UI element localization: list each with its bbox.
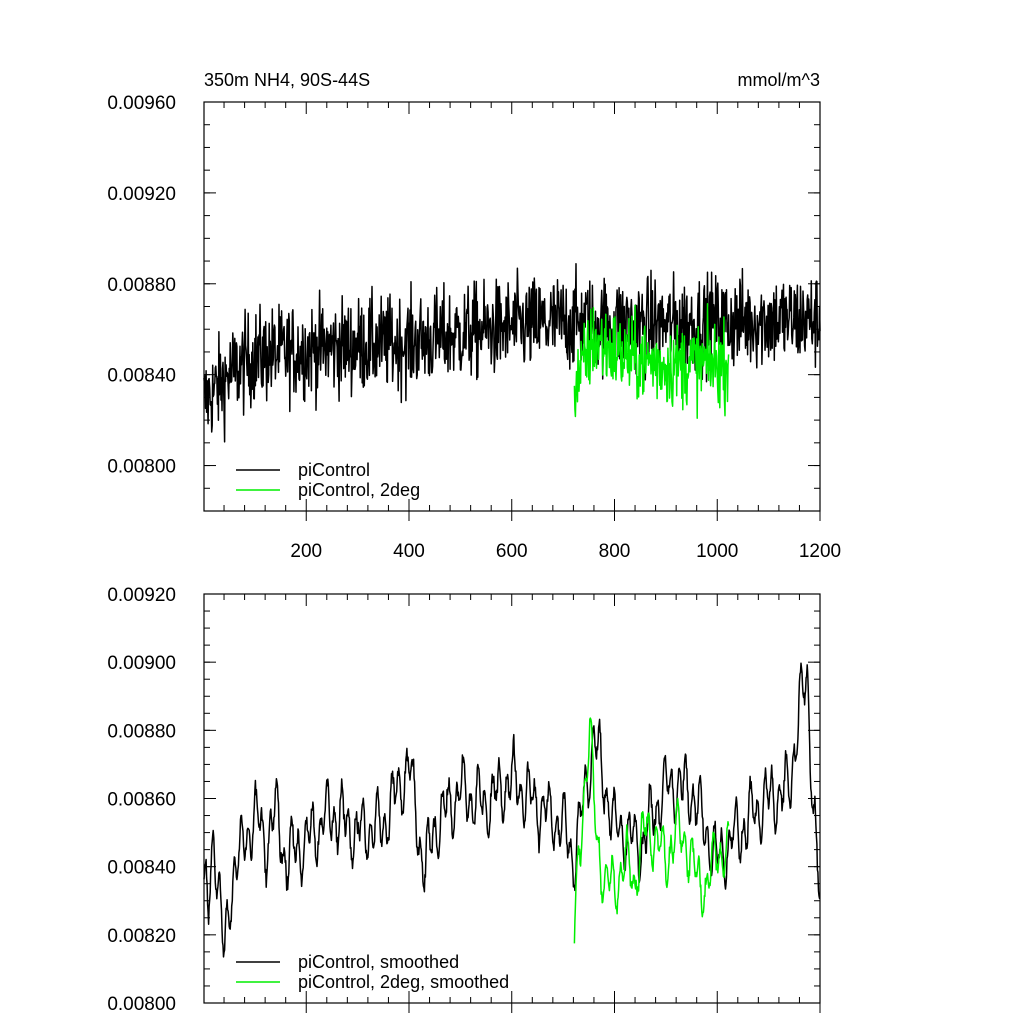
y-tick-label: 0.00900 <box>107 653 176 674</box>
x-tick-label: 800 <box>599 541 631 562</box>
series-line-picontrol-smoothed <box>203 662 821 958</box>
bottom-axis-ticks: 0.00800 0.00820 0.00840 0.00860 0.00880 0.009… <box>107 585 821 1015</box>
x-tick-label: 1200 <box>799 541 841 562</box>
y-tick-label: 0.00800 <box>107 994 176 1015</box>
legend-label-picontrol-smoothed: piControl, smoothed <box>298 952 459 972</box>
x-tick-label: 600 <box>496 541 528 562</box>
y-tick-label: 0.00860 <box>107 790 176 811</box>
top-series-lines <box>203 263 821 443</box>
bottom-chart-panel: 0.00800 0.00820 0.00840 0.00860 0.00880 0.009… <box>107 585 821 1015</box>
units-label: mmol/m^3 <box>738 70 820 90</box>
top-legend: piControl piControl, 2deg <box>236 460 420 500</box>
y-tick-label: 0.00800 <box>107 457 176 478</box>
bottom-legend: piControl, smoothed piControl, 2deg, smo… <box>236 952 509 992</box>
y-tick-label: 0.00820 <box>107 926 176 947</box>
top-plot-frame <box>203 101 821 512</box>
series-line-picontrol-2deg <box>573 302 730 420</box>
legend-label-picontrol: piControl <box>298 460 370 480</box>
series-line-picontrol <box>203 263 821 443</box>
bottom-plot-frame <box>203 593 821 1004</box>
x-tick-label: 200 <box>290 541 322 562</box>
bottom-series-lines <box>203 662 821 958</box>
top-chart-panel: 350m NH4, 90S-44S mmol/m^3 0.00800 0.0084… <box>107 70 841 562</box>
y-tick-label: 0.00840 <box>107 858 176 879</box>
chart-title: 350m NH4, 90S-44S <box>204 70 370 90</box>
y-tick-label: 0.00920 <box>107 184 176 205</box>
y-tick-label: 0.00880 <box>107 721 176 742</box>
y-tick-label: 0.00840 <box>107 366 176 387</box>
series-line-picontrol-2deg-smoothed <box>573 717 730 944</box>
top-axis-ticks: 0.00800 0.00840 0.00880 0.00920 0.00960 200 40… <box>107 93 841 562</box>
y-tick-label: 0.00920 <box>107 585 176 606</box>
x-tick-label: 400 <box>393 541 425 562</box>
y-tick-label: 0.00960 <box>107 93 176 114</box>
y-tick-label: 0.00880 <box>107 275 176 296</box>
legend-label-picontrol-2deg-smoothed: piControl, 2deg, smoothed <box>298 972 509 992</box>
x-tick-label: 1000 <box>696 541 738 562</box>
legend-label-picontrol-2deg: piControl, 2deg <box>298 480 420 500</box>
